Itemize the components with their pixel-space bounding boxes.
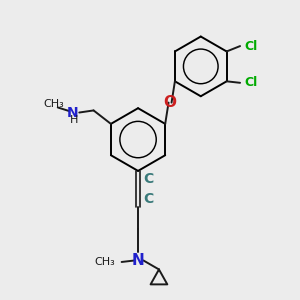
Text: C: C	[143, 172, 154, 186]
Text: CH₃: CH₃	[44, 99, 64, 109]
Text: O: O	[164, 95, 177, 110]
Text: CH₃: CH₃	[94, 257, 115, 267]
Text: C: C	[143, 192, 154, 206]
Text: N: N	[67, 106, 79, 120]
Text: Cl: Cl	[244, 76, 258, 89]
Text: H: H	[70, 115, 79, 125]
Text: N: N	[132, 253, 144, 268]
Text: Cl: Cl	[244, 40, 258, 52]
